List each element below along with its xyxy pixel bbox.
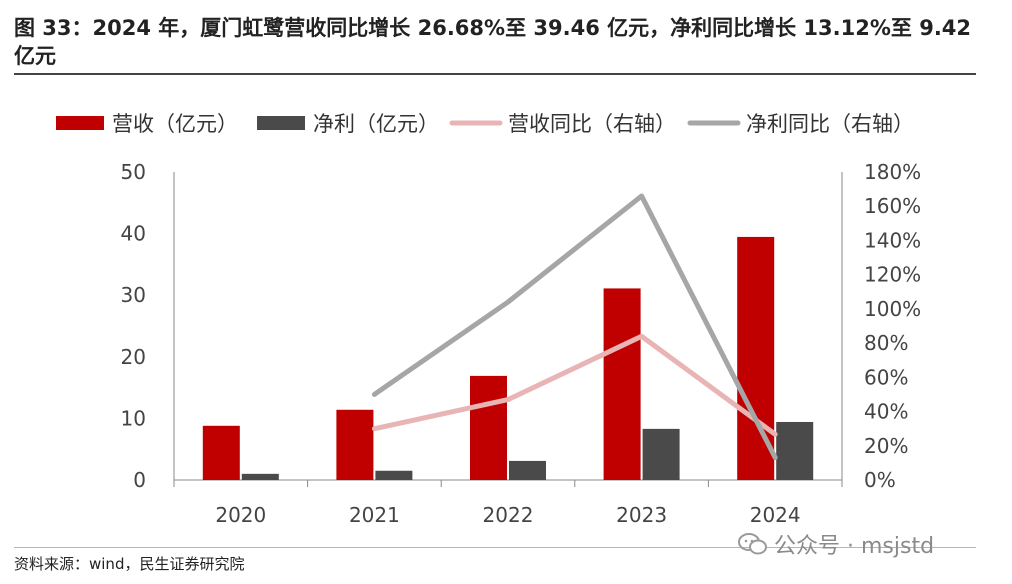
y-right-tick-label: 120% (864, 263, 921, 287)
bars (202, 236, 814, 480)
wechat-icon (738, 533, 767, 555)
chart-title: 图 33：2024 年，厦门虹鹭营收同比增长 26.68%至 39.46 亿元，… (14, 16, 972, 68)
y-left-tick-label: 30 (121, 283, 146, 307)
y-left-tick-label: 20 (121, 345, 146, 369)
x-tick-label: 2021 (349, 503, 400, 527)
y-right-tick-label: 180% (864, 160, 921, 184)
y-right-tick-label: 40% (864, 400, 908, 424)
profit-yoy-line (371, 193, 778, 461)
net-profit-bar (642, 428, 680, 480)
legend-label: 营收同比（右轴） (508, 112, 676, 136)
y-left-tick-label: 50 (121, 160, 146, 184)
title-divider (14, 73, 976, 75)
x-tick-label: 2022 (483, 503, 534, 527)
source-divider (14, 547, 976, 548)
x-tick-label: 2023 (616, 503, 667, 527)
revenue-bar (202, 425, 240, 480)
y-right-tick-label: 140% (864, 228, 921, 252)
y-right-tick-label: 100% (864, 297, 921, 321)
legend-label: 营收（亿元） (112, 112, 238, 136)
revenue-bar (603, 288, 641, 480)
net-profit-bar (776, 421, 814, 480)
y-right-tick-label: 20% (864, 434, 908, 458)
x-tick-label: 2020 (215, 503, 266, 527)
revenue-bar (470, 375, 507, 480)
watermark: 公众号 · msjstd (738, 528, 934, 560)
legend-label: 净利同比（右轴） (746, 112, 914, 136)
y-left-tick-label: 10 (121, 406, 146, 430)
y-right-tick-label: 60% (864, 365, 908, 389)
axes (173, 172, 843, 487)
net-profit-bar (375, 470, 413, 480)
lines (371, 193, 778, 461)
net-profit-bar (509, 460, 546, 480)
revenue-yoy-line (371, 333, 778, 437)
legend: 营收（亿元） 净利（亿元） 营收同比（右轴） 净利同比（右轴） (56, 112, 914, 136)
y-left-tick-label: 40 (121, 222, 146, 246)
legend-swatch (56, 116, 104, 130)
tick-labels: 0 10 20 30 40 50 0% 20% 40% 60% 80% 100% 120% 140% 160… (121, 160, 922, 527)
watermark-text: 公众号 · msjstd (774, 534, 935, 559)
legend-label: 净利（亿元） (313, 112, 439, 136)
legend-swatch (257, 116, 305, 130)
revenue-bar (336, 409, 374, 480)
x-tick-label: 2024 (750, 503, 801, 527)
net-profit-bar (241, 473, 279, 480)
y-right-tick-label: 80% (864, 331, 908, 355)
y-left-tick-label: 0 (133, 468, 146, 492)
y-right-tick-label: 160% (864, 194, 921, 218)
source-note: 资料来源：wind，民生证券研究院 (14, 555, 245, 573)
y-right-tick-label: 0% (864, 468, 896, 492)
